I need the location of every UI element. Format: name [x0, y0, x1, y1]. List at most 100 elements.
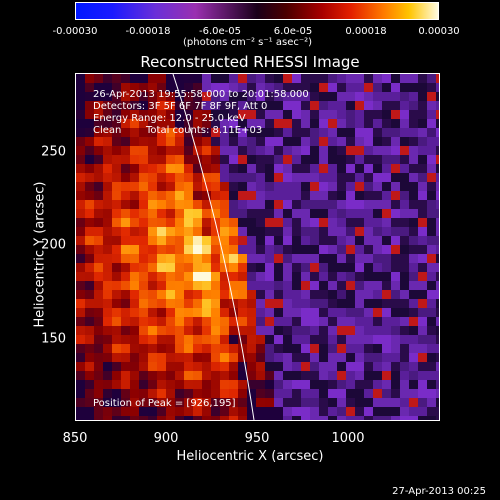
heatmap-cell — [130, 182, 139, 191]
heatmap-cell — [346, 371, 355, 380]
heatmap-cell — [292, 182, 301, 191]
heatmap-cell — [328, 218, 337, 227]
heatmap-cell — [382, 335, 391, 344]
heatmap-cell — [220, 272, 229, 281]
heatmap-cell — [328, 326, 337, 335]
heatmap-cell — [76, 290, 85, 299]
heatmap-cell — [283, 83, 292, 92]
heatmap-cell — [184, 371, 193, 380]
heatmap-cell — [256, 83, 265, 92]
heatmap-cell — [409, 101, 418, 110]
heatmap-cell — [373, 128, 382, 137]
heatmap-cell — [256, 146, 265, 155]
heatmap-cell — [247, 290, 256, 299]
heatmap-cell — [166, 407, 175, 416]
heatmap-cell — [283, 371, 292, 380]
heatmap-cell — [166, 227, 175, 236]
annotation-method: Clean — [93, 125, 122, 136]
heatmap-cell — [373, 101, 382, 110]
heatmap-cell — [292, 416, 301, 420]
heatmap-cell — [184, 209, 193, 218]
heatmap-cell — [130, 272, 139, 281]
heatmap-cell — [85, 155, 94, 164]
heatmap-cell — [364, 317, 373, 326]
heatmap-cell — [193, 317, 202, 326]
heatmap-cell — [121, 353, 130, 362]
heatmap-cell — [238, 299, 247, 308]
heatmap-cell — [166, 101, 175, 110]
heatmap-cell — [265, 290, 274, 299]
heatmap-cell — [184, 254, 193, 263]
heatmap-cell — [85, 74, 94, 83]
heatmap-cell — [310, 416, 319, 420]
heatmap-cell — [103, 353, 112, 362]
heatmap-cell — [328, 335, 337, 344]
heatmap-cell — [94, 110, 103, 119]
heatmap-cell — [427, 137, 436, 146]
heatmap-cell — [292, 173, 301, 182]
heatmap-cell — [166, 299, 175, 308]
heatmap-cell — [301, 137, 310, 146]
heatmap-cell — [274, 308, 283, 317]
heatmap-cell — [301, 119, 310, 128]
heatmap-cell — [283, 137, 292, 146]
heatmap-cell — [139, 146, 148, 155]
heatmap-cell — [238, 380, 247, 389]
heatmap-cell — [364, 191, 373, 200]
heatmap-cell — [148, 209, 157, 218]
heatmap-cell — [283, 362, 292, 371]
heatmap-cell — [184, 245, 193, 254]
heatmap-cell — [364, 308, 373, 317]
heatmap-cell — [391, 416, 400, 420]
heatmap-cell — [355, 191, 364, 200]
heatmap-cell — [427, 245, 436, 254]
heatmap-cell — [319, 92, 328, 101]
heatmap-cell — [292, 101, 301, 110]
heatmap-cell — [166, 128, 175, 137]
heatmap-cell — [139, 200, 148, 209]
heatmap-cell — [328, 92, 337, 101]
heatmap-cell — [283, 227, 292, 236]
heatmap-cell — [373, 281, 382, 290]
heatmap-cell — [328, 353, 337, 362]
heatmap-cell — [184, 146, 193, 155]
heatmap-cell — [229, 128, 238, 137]
heatmap-cell — [229, 407, 238, 416]
heatmap-cell — [85, 173, 94, 182]
heatmap-cell — [409, 209, 418, 218]
heatmap-cell — [301, 209, 310, 218]
heatmap-cell — [139, 416, 148, 420]
heatmap-cell — [103, 191, 112, 200]
heatmap-cell — [256, 209, 265, 218]
heatmap-cell — [238, 281, 247, 290]
heatmap-cell — [265, 101, 274, 110]
heatmap-cell — [337, 101, 346, 110]
heatmap-cell — [256, 74, 265, 83]
heatmap-cell — [436, 326, 439, 335]
heatmap-cell — [400, 335, 409, 344]
heatmap-cell — [346, 146, 355, 155]
heatmap-cell — [391, 173, 400, 182]
heatmap-cell — [382, 272, 391, 281]
heatmap-cell — [310, 245, 319, 254]
heatmap-cell — [346, 92, 355, 101]
heatmap-cell — [166, 191, 175, 200]
heatmap-cell — [175, 263, 184, 272]
heatmap-cell — [85, 119, 94, 128]
heatmap-cell — [112, 317, 121, 326]
heatmap-cell — [247, 308, 256, 317]
heatmap-image — [76, 74, 439, 420]
heatmap-cell — [346, 317, 355, 326]
heatmap-cell — [238, 101, 247, 110]
heatmap-cell — [112, 173, 121, 182]
heatmap-cell — [157, 254, 166, 263]
heatmap-cell — [310, 362, 319, 371]
heatmap-cell — [148, 344, 157, 353]
heatmap-cell — [391, 380, 400, 389]
heatmap-cell — [409, 200, 418, 209]
heatmap-cell — [220, 83, 229, 92]
heatmap-cell — [211, 335, 220, 344]
heatmap-cell — [274, 263, 283, 272]
heatmap-cell — [346, 380, 355, 389]
heatmap-cell — [346, 362, 355, 371]
